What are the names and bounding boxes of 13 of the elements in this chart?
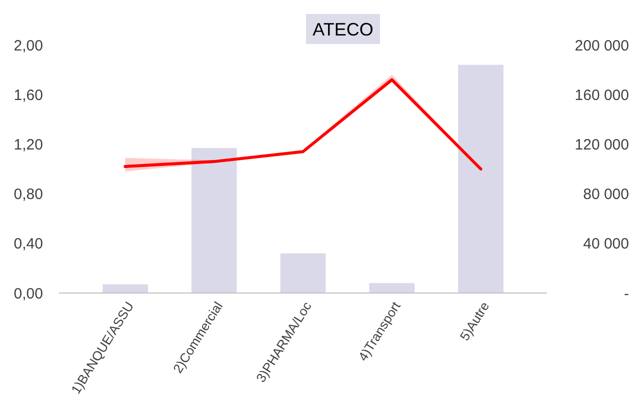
y-tick-label: 0,00 [14, 285, 43, 302]
y-tick-label: 2,00 [14, 37, 43, 54]
y2-tick-label: - [624, 285, 629, 302]
y-tick-label: 0,80 [14, 186, 43, 204]
y2-tick-label: 40 000 [583, 236, 629, 253]
chart-title: ATECO [312, 19, 374, 40]
y-tick-label: 0,40 [14, 236, 43, 253]
y-tick-label: 1,60 [14, 86, 43, 104]
y2-tick-label: 160 000 [574, 86, 629, 104]
y2-tick-label: 80 000 [583, 186, 629, 204]
y2-tick-label: 120 000 [574, 136, 629, 154]
y2-tick-label: 200 000 [574, 37, 629, 54]
y-tick-label: 1,20 [14, 136, 43, 154]
